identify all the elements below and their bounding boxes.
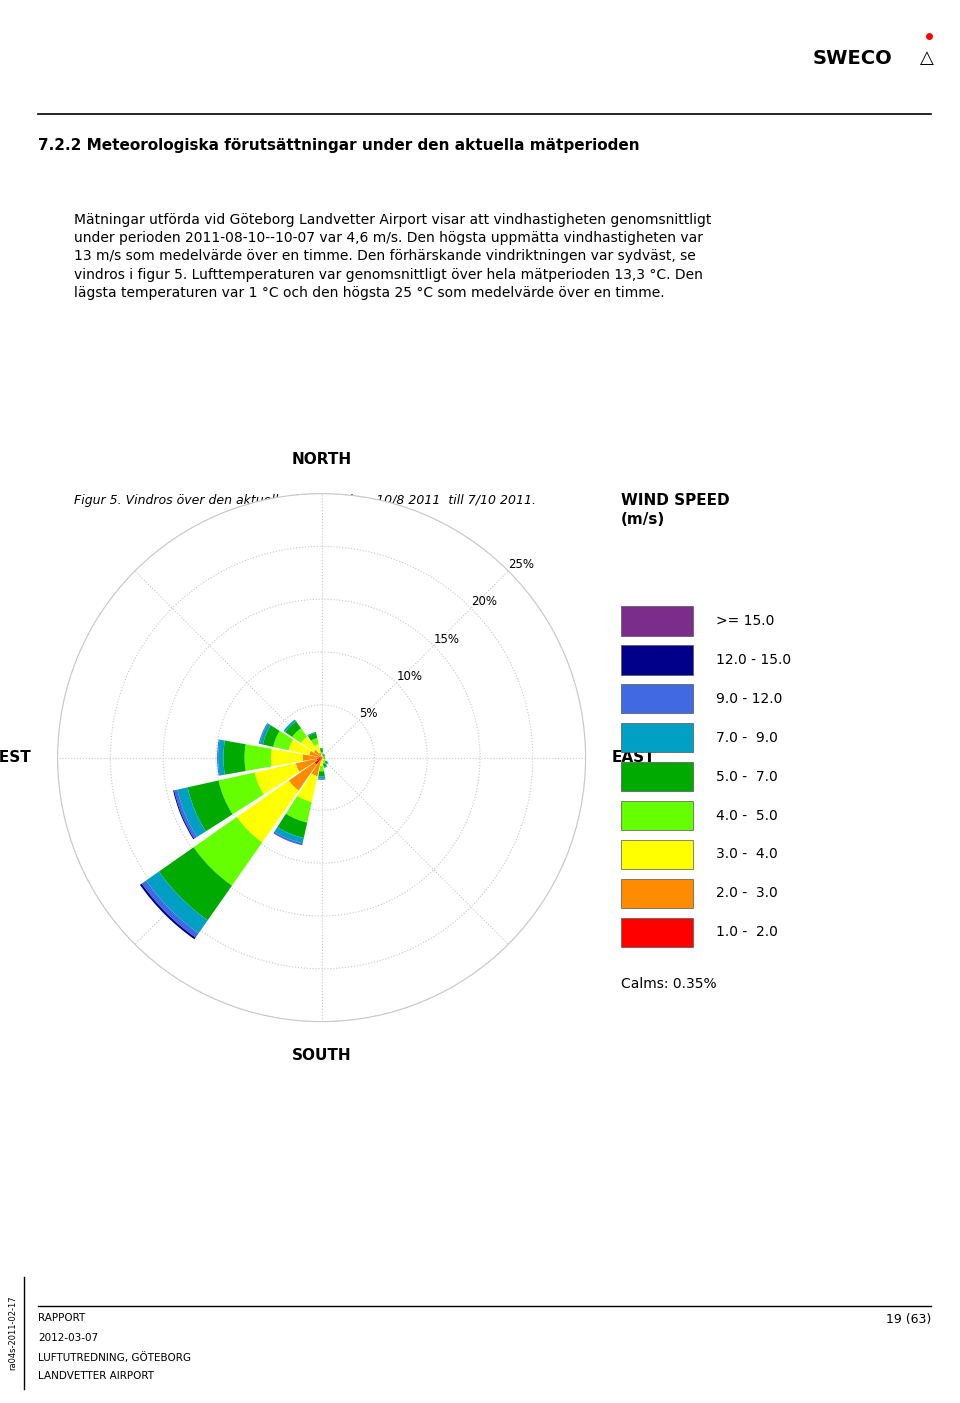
Text: 2.0 -  3.0: 2.0 - 3.0 [716, 887, 778, 901]
Bar [274, 832, 302, 845]
Bar [258, 723, 268, 744]
Bar [289, 739, 311, 755]
Bar [245, 744, 272, 772]
Bar [323, 763, 326, 767]
Text: WIND SPEED
(m/s): WIND SPEED (m/s) [621, 492, 730, 526]
Text: WEST: WEST [0, 751, 31, 765]
Bar [309, 751, 320, 758]
Bar [187, 780, 232, 832]
Bar [173, 790, 194, 839]
Bar [323, 755, 325, 756]
Text: 9.0 - 12.0: 9.0 - 12.0 [716, 692, 782, 706]
Text: LANDVETTER AIRPORT: LANDVETTER AIRPORT [38, 1371, 155, 1381]
Bar [142, 881, 199, 937]
Bar [314, 744, 321, 753]
Text: NORTH: NORTH [292, 452, 351, 467]
Bar [275, 828, 303, 843]
Bar [300, 737, 316, 752]
Bar [324, 766, 327, 767]
Bar [319, 752, 322, 756]
Text: 2012-03-07: 2012-03-07 [38, 1333, 99, 1343]
Bar [274, 731, 293, 751]
Bar [218, 739, 225, 776]
Bar [323, 753, 324, 755]
Bar [324, 759, 326, 762]
Bar [320, 766, 324, 772]
Text: 4.0 -  5.0: 4.0 - 5.0 [716, 808, 778, 822]
Bar [323, 760, 325, 763]
Text: 5.0 -  7.0: 5.0 - 7.0 [716, 770, 778, 784]
Text: 7.0 -  9.0: 7.0 - 9.0 [716, 731, 778, 745]
Bar [307, 732, 316, 737]
Bar [320, 758, 322, 760]
Bar [311, 760, 321, 776]
Bar [237, 780, 299, 842]
Bar [308, 732, 317, 741]
Bar [324, 760, 327, 763]
Text: ra04s-2011-02-17: ra04s-2011-02-17 [9, 1295, 17, 1371]
Text: Mätningar utförda vid Göteborg Landvetter Airport visar att vindhastigheten geno: Mätningar utförda vid Göteborg Landvette… [74, 213, 711, 300]
Text: 12.0 - 15.0: 12.0 - 15.0 [716, 652, 791, 666]
Bar [621, 762, 693, 791]
Bar [217, 739, 220, 776]
Bar [254, 763, 300, 794]
Text: SOUTH: SOUTH [292, 1048, 351, 1063]
Bar [321, 752, 323, 755]
Bar [283, 720, 297, 732]
Bar [315, 758, 322, 765]
Bar [314, 749, 321, 758]
Text: △: △ [920, 49, 933, 67]
Bar [285, 721, 301, 737]
Text: Figur 5. Vindros över den aktuella tidsperioden, 10/8 2011  till 7/10 2011.: Figur 5. Vindros över den aktuella tidsp… [74, 494, 536, 508]
Text: 3.0 -  4.0: 3.0 - 4.0 [716, 847, 778, 861]
Bar [621, 606, 693, 636]
Bar [621, 840, 693, 868]
Bar [277, 814, 307, 838]
Bar [286, 796, 312, 822]
Bar [260, 724, 271, 745]
Bar [322, 759, 324, 760]
Text: SWECO: SWECO [813, 49, 893, 67]
Bar [224, 741, 246, 774]
Bar [621, 878, 693, 908]
Bar [140, 884, 196, 939]
Bar [318, 776, 325, 779]
Text: 1.0 -  2.0: 1.0 - 2.0 [716, 926, 778, 940]
Bar [159, 847, 232, 920]
Bar [323, 758, 324, 760]
Bar [320, 749, 324, 752]
Bar [317, 758, 322, 760]
Bar [621, 918, 693, 947]
Bar [174, 790, 197, 839]
Bar [302, 755, 319, 760]
Bar [311, 738, 319, 746]
Bar [289, 762, 317, 790]
Bar [194, 817, 262, 885]
Bar [321, 759, 323, 760]
Text: >= 15.0: >= 15.0 [716, 615, 774, 629]
Bar [321, 755, 323, 756]
Bar [178, 787, 205, 838]
Bar [621, 685, 693, 714]
Bar [621, 723, 693, 752]
Bar [319, 772, 324, 777]
Text: Calms: 0.35%: Calms: 0.35% [621, 976, 717, 991]
Bar [325, 762, 328, 765]
Bar [146, 871, 207, 933]
Text: EAST: EAST [612, 751, 656, 765]
Bar [320, 760, 324, 766]
Bar [271, 749, 303, 766]
Bar [292, 728, 307, 744]
Text: 7.2.2 Meteorologiska förutsättningar under den aktuella mätperioden: 7.2.2 Meteorologiska förutsättningar und… [38, 137, 640, 153]
Bar [263, 725, 279, 746]
Text: 19 (63): 19 (63) [886, 1313, 931, 1326]
Bar [298, 773, 318, 803]
Text: RAPPORT: RAPPORT [38, 1313, 85, 1323]
Bar [621, 801, 693, 831]
Bar [219, 773, 264, 814]
Bar [296, 759, 317, 772]
Bar [621, 645, 693, 675]
Text: LUFTUTREDNING, GÖTEBORG: LUFTUTREDNING, GÖTEBORG [38, 1352, 191, 1362]
